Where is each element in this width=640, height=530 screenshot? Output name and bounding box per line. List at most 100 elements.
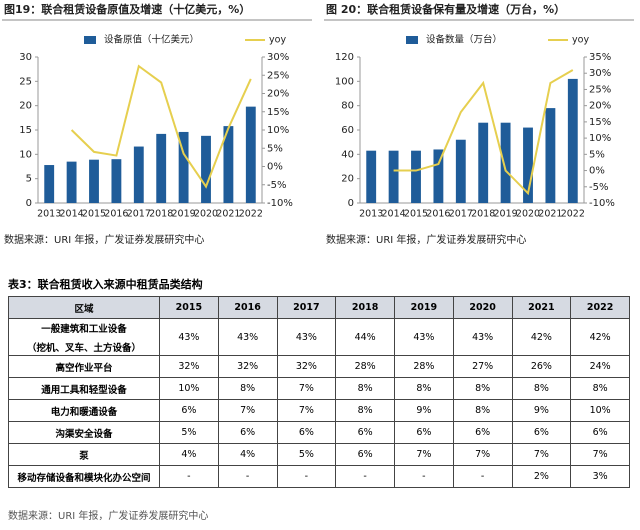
cell: -: [276, 465, 337, 488]
x-tick-label: 2013: [37, 209, 61, 220]
bar: [178, 131, 189, 203]
bar: [245, 106, 256, 203]
y-tick-label: 10: [19, 149, 32, 160]
label-line: 高空作业平台: [55, 362, 113, 374]
label-line: 通用工具和轻型设备: [41, 384, 127, 396]
x-tick-label: 2017: [127, 209, 151, 220]
label-line: 泵: [79, 450, 89, 462]
cell: 6%: [159, 399, 219, 422]
legend-swatch: [84, 36, 96, 44]
label-line: （挖机、叉车、土方设备）: [26, 342, 141, 354]
charts: 图19：联合租赁设备原值及增速（十亿美元，%） 0 5 10 15 20 25 30 -10% -…: [2, 2, 634, 246]
cell: 10%: [159, 377, 219, 400]
cell: 8%: [511, 377, 572, 400]
cell: 7%: [452, 443, 513, 466]
cell: -: [159, 465, 219, 488]
row: 沟渠安全设备 5% 6% 6% 6% 6% 6% 6% 6%: [8, 421, 630, 444]
cell: 6%: [452, 421, 513, 444]
line: [70, 64, 252, 189]
chart-title: 图 20：联合租赁设备保有量及增速（万台，%）: [326, 2, 565, 16]
cell: 7%: [394, 443, 454, 466]
cell: 6%: [276, 421, 337, 444]
y2-tick-label: 25%: [589, 84, 611, 95]
label-line: 沟渠安全设备: [55, 428, 113, 440]
x-tick-label: 2016: [426, 209, 450, 220]
x-tick-label: 2020: [194, 209, 218, 220]
y2-tick-label: 0%: [589, 166, 605, 177]
x-tick-label: 2014: [60, 209, 84, 220]
row-label: 移动存储设备和模块化办公空间: [8, 465, 160, 488]
cell: 5%: [159, 421, 219, 444]
y2-tick-label: 30%: [267, 52, 289, 63]
cell: 10%: [570, 399, 630, 422]
cell: 42%: [511, 318, 572, 356]
cell: 24%: [570, 355, 630, 378]
row-label: 泵: [8, 443, 160, 466]
x-tick-label: 2022: [561, 209, 585, 220]
bar: [500, 122, 511, 203]
bar: [156, 133, 167, 203]
cell: 8%: [452, 399, 513, 422]
cell: 2%: [511, 465, 572, 488]
cell: 9%: [511, 399, 572, 422]
header-cell: 2016: [217, 296, 278, 319]
x-tick-label: 2016: [104, 209, 128, 220]
cell: 8%: [335, 399, 395, 422]
y2-tick-label: 15%: [589, 117, 611, 128]
y-tick-label: 15: [19, 125, 32, 136]
cell: 7%: [570, 443, 630, 466]
cell: 7%: [217, 399, 278, 422]
y-tick-label: 30: [19, 52, 32, 63]
cell: 28%: [335, 355, 395, 378]
cell: 43%: [217, 318, 278, 356]
header-cell: 2022: [570, 296, 630, 319]
cell: 26%: [511, 355, 572, 378]
header-cell: 2017: [276, 296, 337, 319]
cell: 6%: [394, 421, 454, 444]
cell: 28%: [394, 355, 454, 378]
label-line: 一般建筑和工业设备: [41, 323, 127, 335]
bar: [223, 126, 234, 203]
cell: 32%: [217, 355, 278, 378]
bar: [133, 146, 144, 203]
label-line: 电力和暖通设备: [50, 406, 118, 418]
legend-swatch: [406, 36, 418, 44]
y-tick-label: 5: [26, 174, 32, 185]
row: 泵 4% 4% 5% 6% 7% 7% 7% 7%: [8, 443, 630, 466]
x-tick-label: 2019: [172, 209, 196, 220]
cell: 44%: [335, 318, 395, 356]
bar: [388, 150, 399, 203]
cell: 42%: [570, 318, 630, 356]
bar: [545, 108, 556, 203]
cell: -: [452, 465, 513, 488]
y-tick-label: 100: [335, 76, 354, 87]
legend-label: yoy: [572, 35, 589, 46]
chart-title: 图19：联合租赁设备原值及增速（十亿美元，%）: [4, 2, 250, 16]
y2-tick-label: 25%: [267, 70, 289, 81]
row: 电力和暖通设备 6% 7% 7% 8% 9% 8% 9% 10%: [8, 399, 630, 422]
cell: 7%: [276, 399, 337, 422]
cell: 8%: [394, 377, 454, 400]
cell: 6%: [217, 421, 278, 444]
cell: 9%: [394, 399, 454, 422]
cell: 6%: [335, 443, 395, 466]
bar: [567, 78, 578, 203]
cell: 43%: [452, 318, 513, 356]
cell: -: [335, 465, 395, 488]
cell: 43%: [276, 318, 337, 356]
cell: 4%: [217, 443, 278, 466]
cell: 5%: [276, 443, 337, 466]
row: 移动存储设备和模块化办公空间 - - - - - -2% 3%: [8, 465, 630, 488]
x-tick-label: 2022: [239, 209, 263, 220]
cell: 8%: [452, 377, 513, 400]
row: 通用工具和轻型设备 10% 8% 7% 8% 8% 8% 8% 8%: [8, 377, 630, 400]
y-tick-label: 20: [19, 101, 32, 112]
bar: [111, 159, 122, 203]
cell: 8%: [335, 377, 395, 400]
legend-label: yoy: [269, 35, 286, 46]
header-cell: 区域: [8, 296, 160, 319]
x-tick-label: 2021: [538, 209, 562, 220]
header-row: 区域 2015 2016 2017 2018 2019 2020 2021 2022: [8, 296, 630, 319]
y-tick-label: 0: [348, 198, 354, 209]
